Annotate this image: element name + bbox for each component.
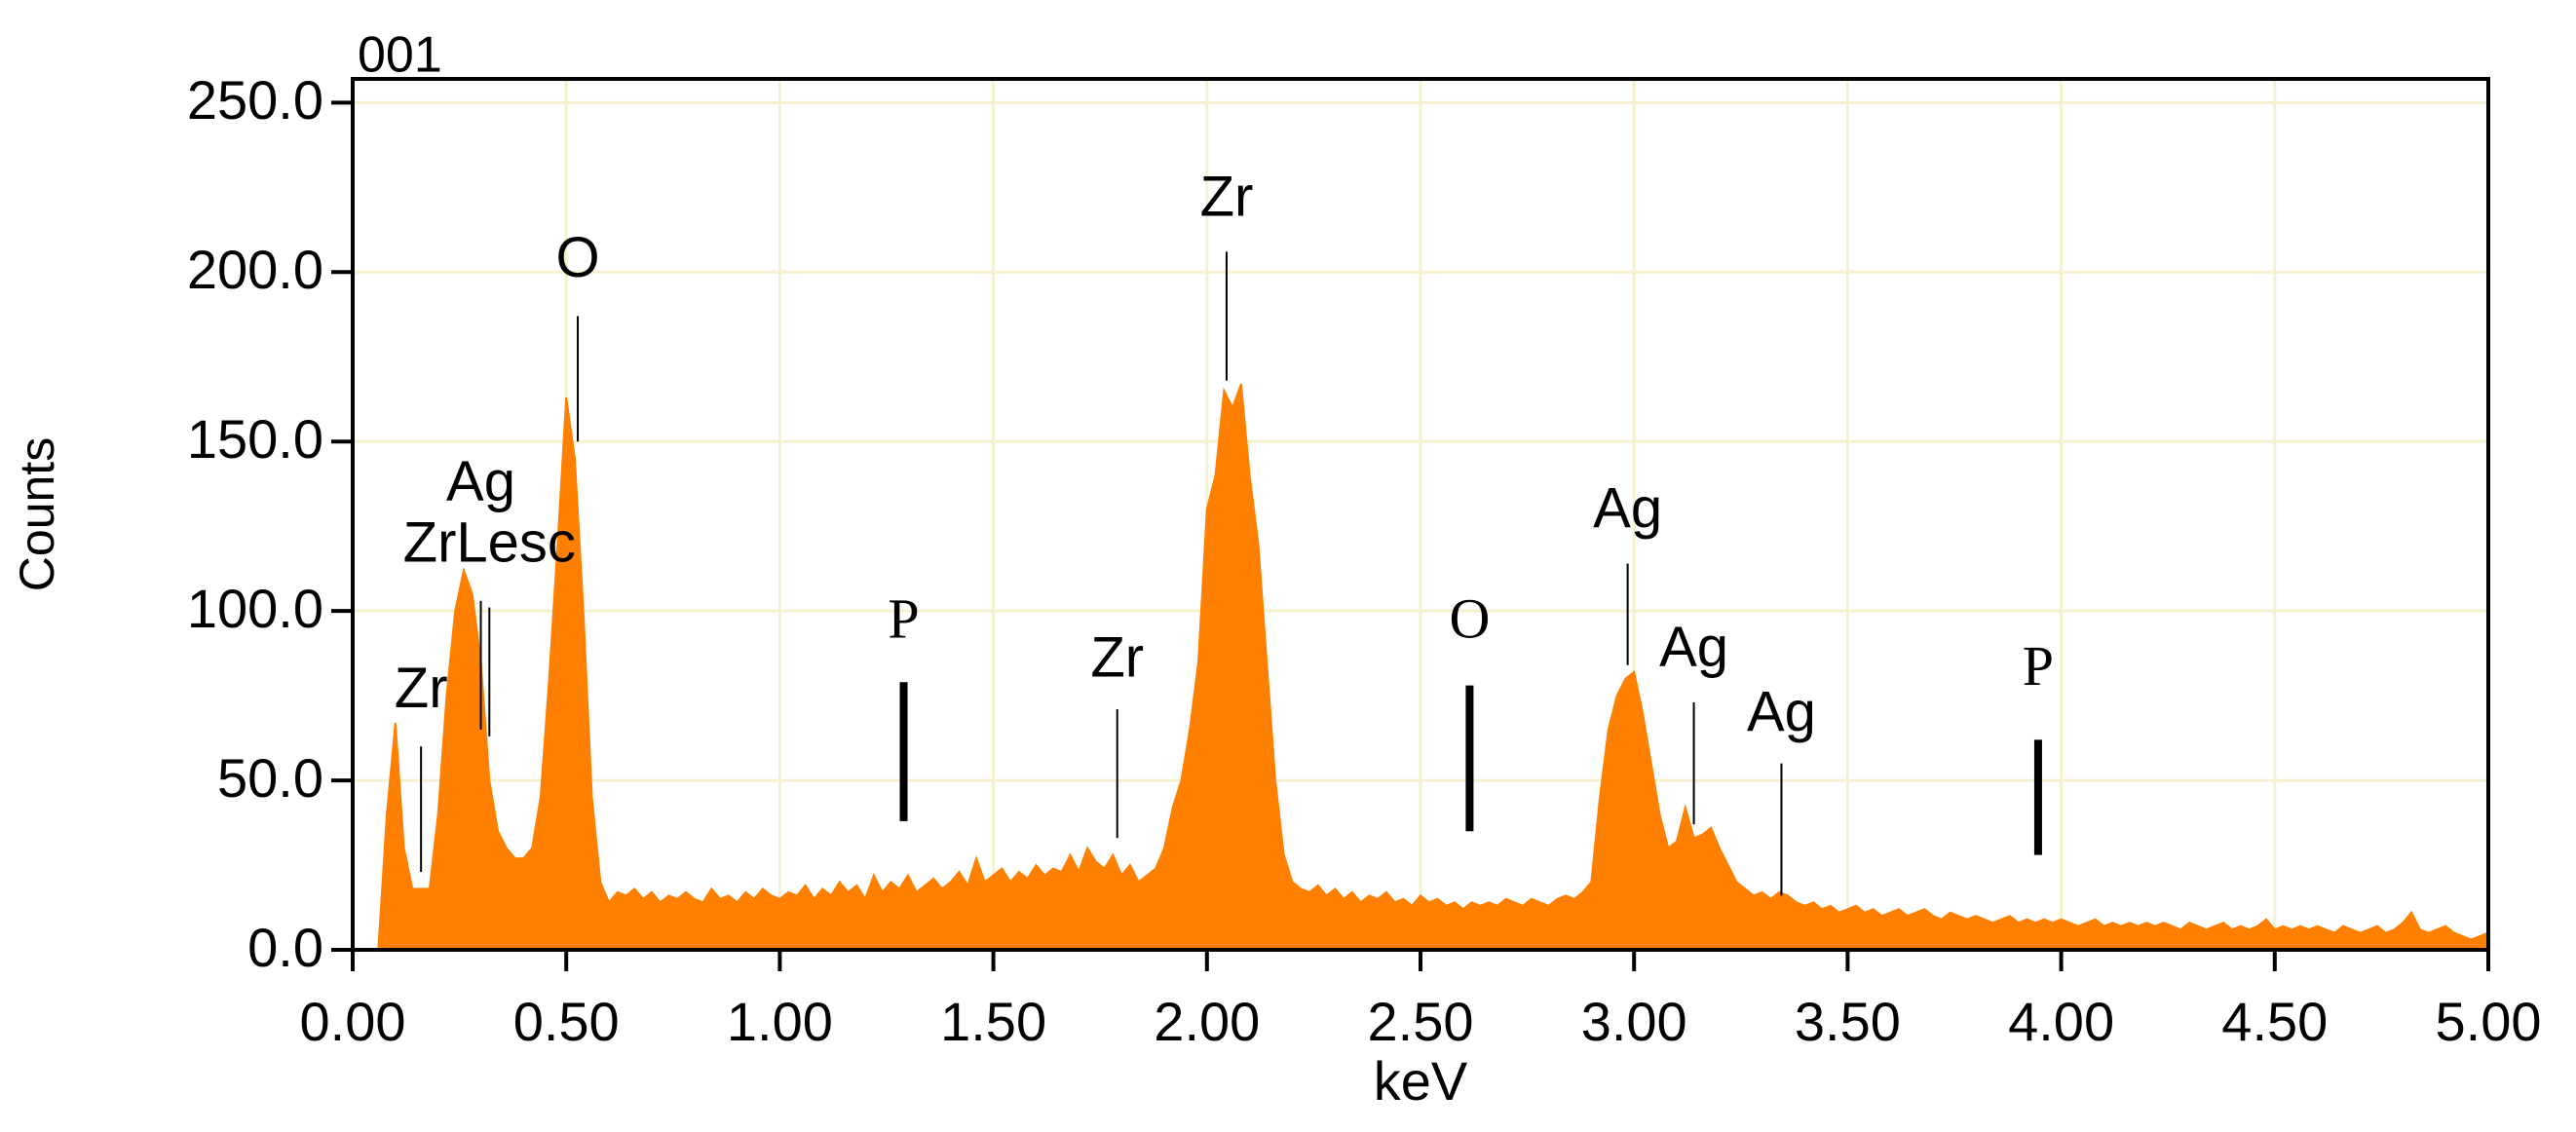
peak-label: P <box>888 586 919 650</box>
x-axis-label: keV <box>1374 1050 1468 1112</box>
peak-label: O <box>555 226 599 289</box>
peak-label: ZrLesc <box>403 510 576 574</box>
corner-label: 001 <box>358 27 442 84</box>
x-tick-label: 5.00 <box>2436 991 2542 1052</box>
y-tick-label: 100.0 <box>187 578 323 639</box>
x-tick-label: 1.00 <box>727 991 833 1052</box>
peak-label: Ag <box>1747 680 1816 743</box>
y-tick-label: 250.0 <box>187 69 323 131</box>
y-tick-label: 200.0 <box>187 239 323 300</box>
peak-label: Ag <box>446 450 515 513</box>
x-tick-label: 4.50 <box>2221 991 2328 1052</box>
x-tick-label: 3.00 <box>1581 991 1687 1052</box>
x-tick-label: 0.50 <box>513 991 620 1052</box>
y-tick-label: 0.0 <box>247 917 323 978</box>
x-tick-label: 3.50 <box>1795 991 1901 1052</box>
peak-label: Ag <box>1593 477 1662 541</box>
peak-label: P <box>2023 634 2054 698</box>
peak-label: O <box>1449 586 1490 650</box>
peak-label: Zr <box>1090 626 1144 690</box>
x-tick-label: 4.00 <box>2008 991 2114 1052</box>
peak-label: Zr <box>395 657 448 720</box>
x-tick-label: 2.00 <box>1154 991 1260 1052</box>
y-axis-label: Counts <box>10 437 64 591</box>
y-tick-label: 150.0 <box>187 408 323 470</box>
spectrum-area <box>353 383 2489 951</box>
x-tick-label: 1.50 <box>940 991 1046 1052</box>
y-tick-label: 50.0 <box>217 747 323 809</box>
x-tick-label: 2.50 <box>1368 991 1474 1052</box>
x-tick-label: 0.00 <box>300 991 406 1052</box>
peak-label: Ag <box>1659 616 1728 679</box>
peak-label: Zr <box>1200 166 1254 229</box>
